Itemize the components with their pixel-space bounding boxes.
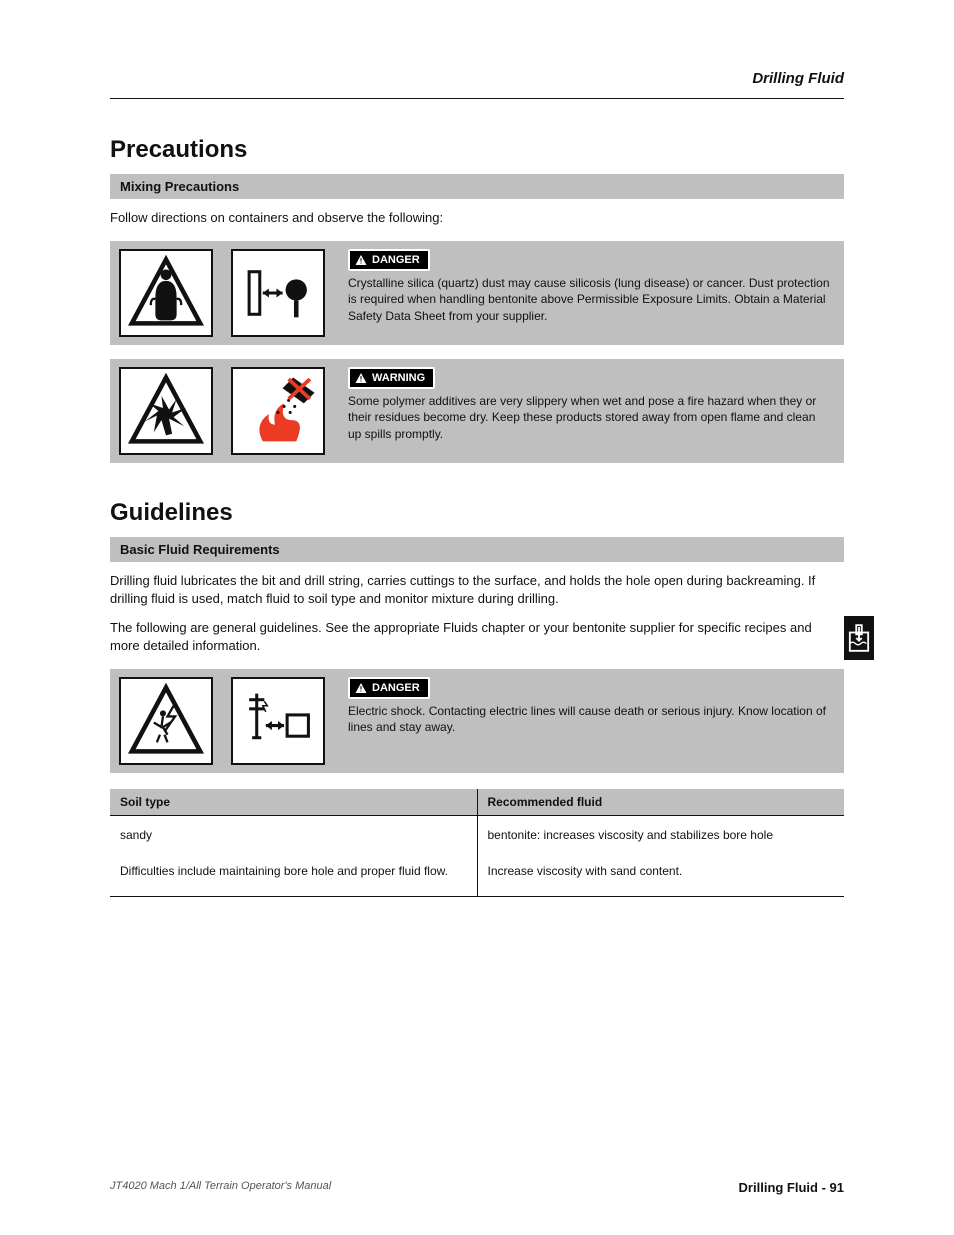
section-precautions-title: Precautions [110,136,844,164]
no-water-on-fire-icon [239,373,317,449]
side-tab-fluid [844,616,874,660]
pictogram-explosion-hazard [110,359,222,463]
pictogram-power-line-distance [222,669,334,773]
danger-electric-content: DANGER Electric shock. Contacting electr… [334,669,844,773]
warning-polymer-alert: WARNING Some polymer additives are very … [110,359,844,463]
danger-badge-label: DANGER [372,254,420,266]
footer-page-number: Drilling Fluid - 91 [739,1180,844,1195]
top-rule [110,98,844,99]
page-root: Drilling Fluid Precautions Mixing Precau… [0,0,954,1235]
col-soil-type: Soil type [110,789,477,816]
table-header-row: Soil type Recommended fluid [110,789,844,816]
alert-triangle-icon [354,682,368,694]
col-recommended-fluid: Recommended fluid [477,789,844,816]
section1-intro-text: Follow directions on containers and obse… [110,209,844,227]
danger-electric-alert: DANGER Electric shock. Contacting electr… [110,669,844,773]
danger-silica-content: DANGER Crystalline silica (quartz) dust … [334,241,844,345]
cell-fluid-bentonite: bentonite: increases viscosity and stabi… [477,815,844,896]
alert-triangle-icon [354,372,368,384]
explosion-hazard-icon [127,373,205,449]
pictogram-inhalation-hazard [110,241,222,345]
pictogram-keep-face-distance [222,241,334,345]
power-line-distance-icon [239,683,317,759]
danger-badge-label: DANGER [372,682,420,694]
fluid-tank-icon [848,623,870,653]
inhalation-hazard-icon [127,255,205,331]
cell-soil-sandy: sandy Difficulties include maintaining b… [110,815,477,896]
danger-badge: DANGER [348,677,430,699]
danger-badge: DANGER [348,249,430,271]
warning-polymer-text: Some polymer additives are very slippery… [348,393,830,442]
warning-polymer-content: WARNING Some polymer additives are very … [334,359,844,463]
danger-silica-text: Crystalline silica (quartz) dust may cau… [348,275,830,324]
section2-intro1-text: Drilling fluid lubricates the bit and dr… [110,572,844,608]
section2-intro2-text: The following are general guidelines. Se… [110,619,844,655]
warning-badge: WARNING [348,367,435,389]
fluid-spec-table: Soil type Recommended fluid sandy Diffic… [110,789,844,897]
section-basic-fluid-bar: Basic Fluid Requirements [110,537,844,562]
face-distance-icon [239,255,317,331]
electrocution-hazard-icon [127,683,205,759]
section-guidelines-title: Guidelines [110,499,844,527]
alert-triangle-icon [354,254,368,266]
footer-manual-title: JT4020 Mach 1/All Terrain Operator's Man… [110,1180,331,1195]
pictogram-no-water-on-fire [222,359,334,463]
pictogram-electrocution-hazard [110,669,222,773]
page-footer: JT4020 Mach 1/All Terrain Operator's Man… [110,1180,844,1195]
page-header-title: Drilling Fluid [752,70,844,87]
section-mixing-precautions-bar: Mixing Precautions [110,174,844,199]
table-row: sandy Difficulties include maintaining b… [110,815,844,896]
danger-silica-alert: DANGER Crystalline silica (quartz) dust … [110,241,844,345]
warning-badge-label: WARNING [372,372,425,384]
danger-electric-text: Electric shock. Contacting electric line… [348,703,830,735]
